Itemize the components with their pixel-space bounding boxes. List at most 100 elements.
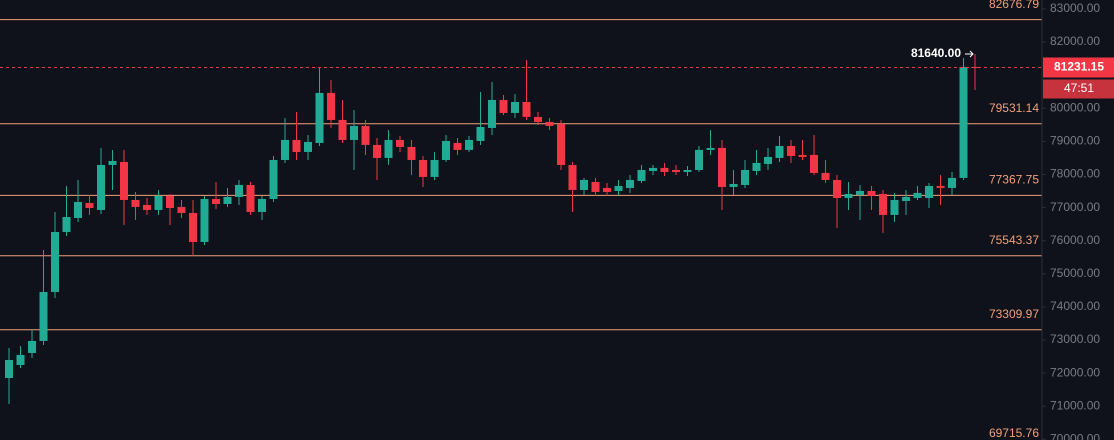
candle-body — [74, 201, 82, 218]
level-label: 69715.76 — [989, 426, 1039, 440]
candle-body — [177, 206, 186, 213]
candle-body — [223, 196, 232, 204]
y-tick-label: 75000.00 — [1050, 266, 1100, 280]
y-tick-label: 71000.00 — [1050, 398, 1100, 412]
candle-body — [787, 145, 795, 156]
candle-body — [591, 181, 600, 192]
candle-body — [729, 183, 738, 187]
candle-body — [856, 190, 864, 195]
level-label: 73309.97 — [989, 307, 1039, 321]
level-label: 75543.37 — [989, 233, 1039, 247]
candle-body — [430, 159, 439, 177]
candle-body — [39, 291, 48, 341]
y-tick-label: 73000.00 — [1050, 332, 1100, 346]
candle-body — [373, 144, 381, 158]
last-price-label: 81231.15 — [1054, 60, 1104, 74]
candle-body — [959, 66, 968, 178]
candle-body — [16, 354, 25, 365]
candle-body — [453, 142, 462, 150]
y-tick-label: 76000.00 — [1050, 233, 1100, 247]
candle-body — [718, 147, 726, 187]
y-tick-label: 77000.00 — [1050, 200, 1100, 214]
last-price-box — [1043, 57, 1114, 78]
y-tick-label: 70000.00 — [1050, 432, 1100, 440]
candle-body — [62, 216, 71, 232]
y-tick-label: 80000.00 — [1050, 100, 1100, 114]
y-tick-label: 79000.00 — [1050, 134, 1100, 148]
candle-body — [764, 156, 772, 164]
candle-body — [890, 199, 899, 215]
candle-body — [465, 139, 473, 150]
candle-body — [879, 193, 887, 215]
candle-body — [212, 198, 220, 204]
candle-body — [51, 231, 59, 292]
candle-body — [315, 92, 324, 143]
candles — [5, 53, 979, 404]
candle-body — [499, 99, 508, 113]
candle-body — [361, 125, 370, 145]
candle-body — [384, 139, 393, 158]
candle-body — [695, 149, 703, 170]
candle-body — [28, 340, 36, 353]
candle-body — [626, 179, 634, 188]
candle-body — [683, 169, 692, 172]
level-label: 77367.75 — [989, 173, 1039, 187]
y-tick-label: 74000.00 — [1050, 299, 1100, 313]
candle-body — [131, 199, 140, 207]
annotation-arrow — [965, 50, 974, 58]
candle-body — [407, 146, 416, 160]
y-tick-label: 83000.00 — [1050, 1, 1100, 15]
candle-body — [488, 99, 496, 128]
candle-body — [775, 145, 784, 158]
levels: 82676.79 79531.14 77367.75 75543.37 73309.97… — [0, 0, 1042, 440]
overlay: 81231.15 47:51 81640.00 — [0, 46, 1114, 99]
candle-body — [902, 196, 910, 201]
candle-body — [292, 139, 301, 152]
candle-body — [649, 167, 657, 171]
candle-body — [269, 159, 278, 199]
candle-body — [511, 101, 519, 113]
countdown-label: 47:51 — [1064, 81, 1094, 95]
candle-body — [522, 101, 531, 117]
candle-body — [419, 159, 427, 177]
candle-body — [534, 116, 542, 122]
candle-body — [246, 184, 255, 212]
countdown-box — [1043, 79, 1114, 99]
candle-body — [614, 185, 623, 191]
level-label: 82676.79 — [989, 0, 1039, 11]
candle-body — [545, 121, 554, 126]
candle-body — [189, 212, 197, 242]
candle-body — [396, 139, 404, 147]
candle-body — [706, 147, 715, 150]
candle-body — [810, 154, 818, 173]
candle-body — [442, 140, 450, 160]
price-axis: 70000.00 71000.00 72000.00 73000.00 74000.00… — [1042, 1, 1100, 440]
candle-body — [833, 179, 841, 198]
candle-body — [97, 164, 105, 210]
y-tick-label: 82000.00 — [1050, 34, 1100, 48]
candle-body — [672, 169, 680, 172]
candle-body — [120, 161, 128, 200]
candle-body — [867, 190, 876, 196]
candle-body — [948, 177, 956, 188]
candle-body — [327, 92, 335, 120]
candle-body — [200, 198, 209, 242]
candle-body — [304, 141, 312, 152]
high-annotation: 81640.00 — [911, 46, 961, 60]
candle-body — [660, 167, 669, 172]
candle-body — [557, 123, 565, 165]
candle-body — [580, 179, 588, 190]
y-tick-label: 72000.00 — [1050, 365, 1100, 379]
candle-body — [154, 195, 163, 210]
candle-body — [85, 202, 94, 208]
candle-body — [637, 169, 646, 181]
candle-body — [143, 204, 151, 210]
candle-body — [258, 198, 266, 212]
y-tick-label: 78000.00 — [1050, 167, 1100, 181]
candle-body — [913, 192, 922, 198]
candle-body — [476, 126, 485, 141]
candle-body — [936, 185, 945, 188]
